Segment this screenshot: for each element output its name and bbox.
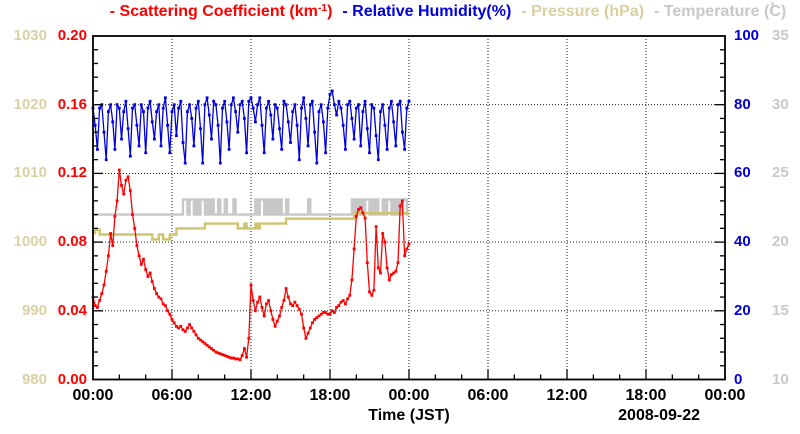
pressure-tick-label: 990: [21, 301, 47, 319]
date-label: 2008-09-22: [618, 407, 700, 424]
scattering-tick-label: 0.12: [57, 164, 87, 182]
x-tick-label: 18:00: [309, 387, 351, 404]
x-tick-label: 18:00: [625, 387, 667, 404]
temperature-tick-label: 15: [772, 301, 789, 319]
pressure-tick-label: 1010: [13, 164, 47, 182]
temperature-tick-label: 25: [772, 164, 789, 182]
x-tick-label: 00:00: [388, 387, 430, 404]
x-tick-label: 06:00: [151, 387, 193, 404]
humidity-tick-label: 20: [734, 301, 751, 319]
tick-marks: [93, 49, 725, 380]
humidity-tick-label: 80: [734, 95, 751, 113]
scattering-tick-label: 0.04: [57, 301, 87, 319]
series-pressure: [93, 212, 409, 241]
pressure-tick-label: 980: [21, 370, 47, 388]
scattering-tick-label: 0.08: [57, 233, 87, 251]
pressure-tick-label: 1020: [13, 95, 47, 113]
x-tick-label: 00:00: [72, 387, 114, 404]
scattering-tick-label: 0.00: [57, 370, 87, 388]
scattering-tick-label: 0.20: [57, 27, 87, 44]
x-tick-label: 06:00: [467, 387, 509, 404]
humidity-tick-label: 60: [734, 164, 751, 182]
temperature-tick-label: 35: [772, 27, 789, 44]
series-temperature: [93, 198, 409, 216]
legend-item-temperature: - Temperature (°C): [654, 0, 787, 20]
legend-item-humidity: - Relative Humidity(%): [342, 3, 512, 20]
legend-item-pressure: - Pressure (hPa): [521, 3, 645, 20]
x-tick-label: 12:00: [546, 387, 588, 404]
chart-legend: - Scattering Coefficient (km-1) - Relativ…: [96, 0, 800, 25]
legend-item-scattering: - Scattering Coefficient (km-1): [109, 2, 333, 20]
x-tick-label: 12:00: [230, 387, 272, 404]
x-axis-title: Time (JST): [368, 407, 450, 424]
pressure-tick-label: 1000: [13, 233, 47, 251]
series-scattering: [91, 168, 411, 362]
x-tick-label: 00:00: [704, 387, 746, 404]
humidity-tick-label: 0: [734, 370, 743, 388]
pressure-tick-label: 1030: [13, 27, 47, 44]
humidity-tick-label: 40: [734, 233, 751, 251]
temperature-tick-label: 20: [772, 233, 789, 251]
scattering-tick-label: 0.16: [57, 95, 87, 113]
humidity-tick-label: 100: [734, 27, 760, 44]
temperature-tick-label: 30: [772, 95, 789, 113]
series-humidity: [91, 89, 411, 165]
temperature-tick-label: 10: [772, 370, 789, 388]
